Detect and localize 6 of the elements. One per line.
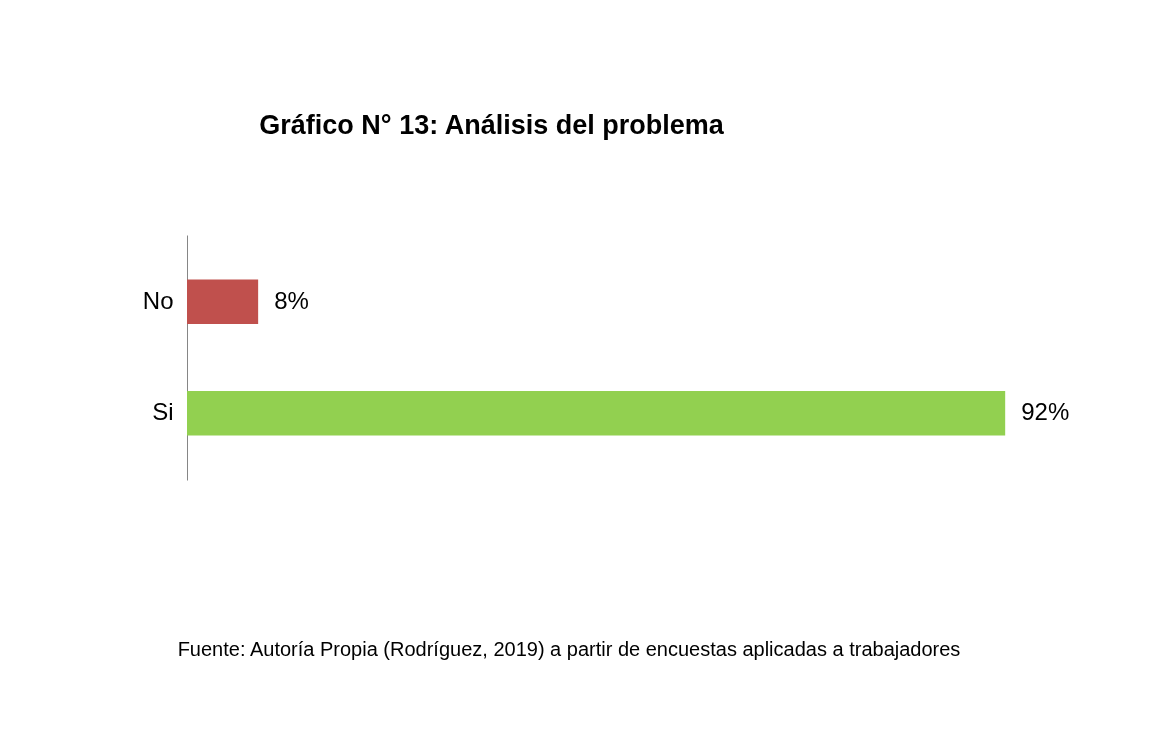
data-label: 92% — [1021, 398, 1070, 426]
y-tick-label: No — [142, 286, 174, 314]
data-label: 8% — [274, 286, 309, 314]
y-tick-label: Si — [152, 398, 174, 426]
chart-title: Gráfico N° 13: Análisis del problema — [259, 110, 725, 140]
source-note: Fuente: Autoría Propia (Rodríguez, 2019) a partir de encuestas aplicadas a trabajadores — [177, 638, 961, 660]
